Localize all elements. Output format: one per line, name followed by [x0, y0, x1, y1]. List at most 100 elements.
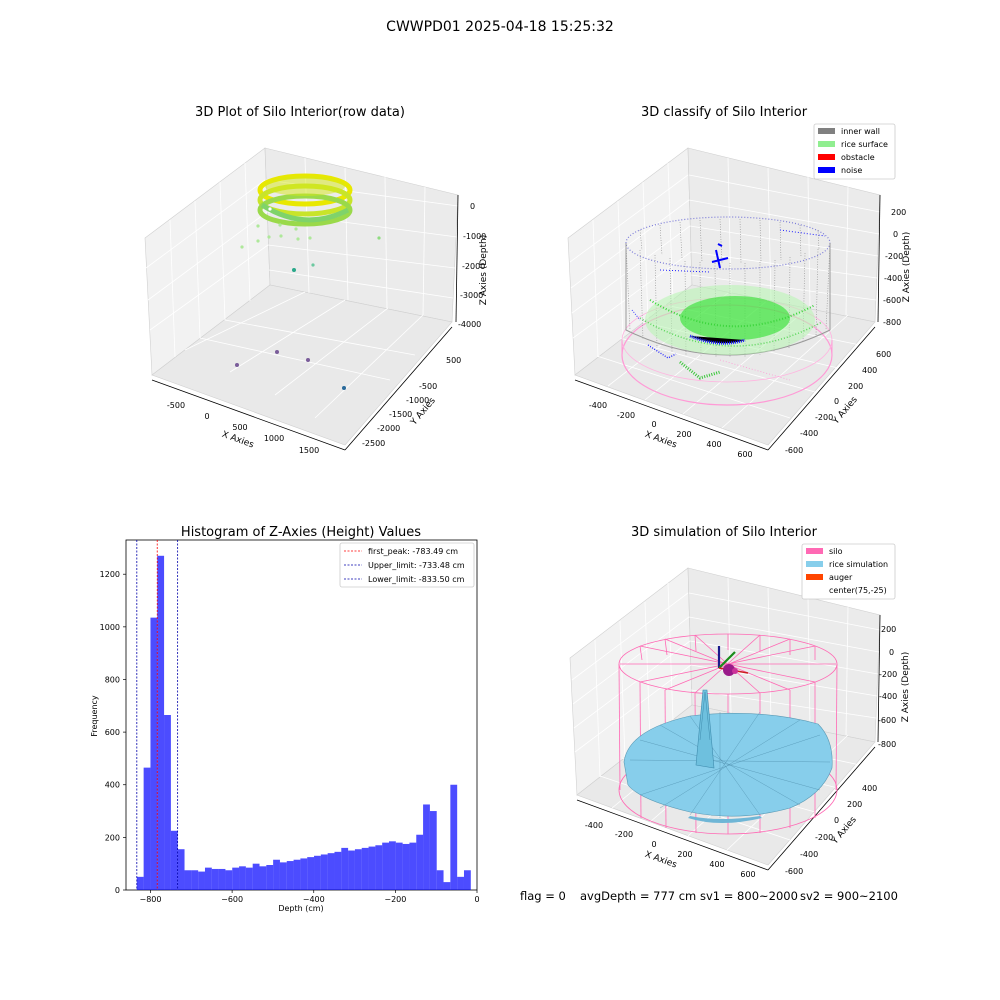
classify-zlabel: Z Axies (Depth) — [902, 232, 912, 303]
classify-ytick: -400 — [800, 429, 818, 438]
simulation-xtick: 200 — [677, 850, 692, 859]
hist-bar — [443, 882, 451, 890]
raw-ytick: -2000 — [377, 424, 400, 433]
hist-bar — [382, 842, 390, 890]
hist-bar — [245, 867, 253, 890]
simulation-xtick: 0 — [651, 840, 656, 849]
hist-xtick-label: −200 — [384, 895, 406, 904]
raw-scatter-outliers — [235, 207, 381, 390]
raw-ztick: -1000 — [463, 232, 486, 241]
legend-label: inner wall — [841, 127, 880, 136]
rice-spike — [695, 689, 715, 769]
auger-marker — [717, 646, 749, 676]
panel-histogram: Histogram of Z-Axies (Height) Values −80… — [90, 525, 480, 913]
hist-bar — [266, 865, 274, 890]
raw-xtick: -500 — [167, 401, 185, 410]
simulation-ztick: 200 — [881, 625, 896, 634]
legend-swatch — [806, 561, 823, 567]
hist-bar — [314, 855, 321, 890]
hist-bar — [252, 863, 260, 890]
hist-y-ticks: 0 200 400 600 800 1000 1200 — [100, 570, 126, 895]
raw-ytick: -1000 — [406, 396, 429, 405]
classify-ztick: -800 — [883, 318, 901, 327]
classify-ytick: 400 — [862, 366, 877, 375]
raw-ztick: -2000 — [462, 262, 485, 271]
hist-ytick-label: 1000 — [100, 623, 120, 632]
panel-simulation-3d: 3D simulation of Silo Interior — [569, 525, 911, 879]
classify-ztick: 200 — [891, 208, 906, 217]
hist-bar — [211, 868, 219, 890]
raw-title: 3D Plot of Silo Interior(row data) — [195, 105, 405, 120]
panel-raw-3d: 3D Plot of Silo Interior(row data) — [144, 105, 489, 455]
hist-bar — [184, 870, 192, 890]
raw-ytick: -500 — [419, 382, 437, 391]
hist-bar — [320, 854, 328, 890]
hist-bar — [416, 834, 424, 890]
raw-ztick: -4000 — [458, 320, 481, 329]
classify-ztick: 0 — [893, 230, 898, 239]
raw-ytick: -2500 — [362, 439, 385, 448]
legend-swatch — [806, 548, 823, 554]
classify-ytick: 0 — [834, 397, 839, 406]
hist-bar — [170, 830, 178, 890]
classify-x-ticks: -400 -200 0 200 400 600 — [589, 401, 753, 459]
simulation-z-ticks: 200 0 -200 -400 -600 -800 — [878, 625, 897, 749]
hist-bar — [259, 866, 267, 890]
hist-bar — [457, 876, 464, 890]
simulation-ytick: 400 — [862, 784, 877, 793]
simulation-ztick: -200 — [879, 670, 897, 679]
legend-label: silo — [829, 547, 843, 556]
raw-xtick: 1500 — [299, 446, 319, 455]
legend-swatch — [818, 141, 835, 147]
hist-bar — [157, 555, 165, 890]
hist-ytick-label: 200 — [105, 833, 120, 842]
hist-ytick-label: 0 — [115, 886, 120, 895]
hist-bar — [423, 804, 430, 890]
simulation-ytick: -600 — [785, 867, 803, 876]
hist-ytick-label: 1200 — [100, 570, 120, 579]
hist-bar — [402, 843, 410, 890]
legend-swatch — [818, 154, 835, 160]
raw-xtick: 0 — [204, 412, 209, 421]
simulation-zlabel: Z Axies (Depth) — [901, 652, 911, 723]
hist-title: Histogram of Z-Axies (Height) Values — [181, 525, 421, 540]
hist-bar — [341, 847, 349, 890]
simulation-x-ticks: -400 -200 0 200 400 600 — [585, 821, 756, 879]
simulation-ztick: 0 — [889, 648, 894, 657]
simulation-xtick: 600 — [740, 870, 755, 879]
hist-bar — [429, 811, 437, 890]
simulation-title: 3D simulation of Silo Interior — [631, 525, 818, 540]
hist-xtick-label: −800 — [139, 895, 161, 904]
raw-y-ticks: 500 -500 -1000 -1500 -2000 -2500 — [362, 356, 461, 448]
classify-xtick: 400 — [706, 440, 721, 449]
legend-swatch — [806, 574, 823, 580]
figure-suptitle: CWWPD01 2025-04-18 15:25:32 — [386, 19, 614, 35]
classify-ytick: -600 — [785, 446, 803, 455]
classify-ytick: -200 — [815, 413, 833, 422]
hist-bar — [375, 845, 383, 890]
hist-bar — [198, 871, 205, 890]
hist-bar — [307, 857, 315, 890]
hist-bar — [177, 849, 185, 890]
raw-xtick: 1000 — [264, 434, 284, 443]
hist-bar — [327, 853, 335, 890]
status-sv2: sv2 = 900~2100 — [800, 889, 898, 903]
hist-bar — [279, 862, 287, 890]
classify-xtick: 200 — [676, 430, 691, 439]
hist-bar — [232, 867, 240, 890]
classify-xtick: -200 — [617, 411, 635, 420]
legend-swatch — [818, 167, 835, 173]
hist-bar — [150, 617, 158, 890]
hist-bar — [218, 868, 226, 890]
legend-label: auger — [829, 573, 853, 582]
raw-z-ticks: 0 -1000 -2000 -3000 -4000 — [458, 202, 486, 329]
legend-label: rice surface — [841, 140, 888, 149]
classify-title: 3D classify of Silo Interior — [641, 105, 808, 120]
classify-ztick: -400 — [884, 274, 902, 283]
legend-label: Upper_limit: -733.48 cm — [368, 561, 465, 570]
hist-legend: first_peak: -783.49 cm Upper_limit: -733… — [339, 542, 475, 588]
classify-legend: inner wall rice surface obstacle noise — [813, 123, 896, 180]
raw-xtick: 500 — [232, 423, 247, 432]
hist-bar — [463, 870, 471, 890]
simulation-ytick: 0 — [834, 816, 839, 825]
